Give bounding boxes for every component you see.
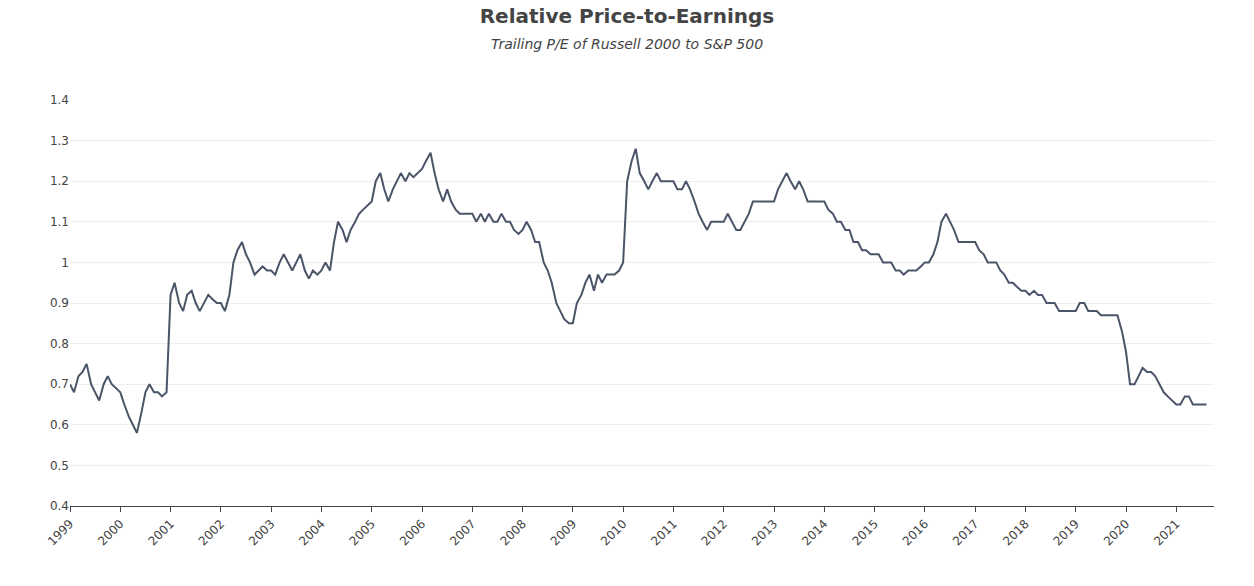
svg-text:2003: 2003 <box>246 517 277 548</box>
svg-text:2000: 2000 <box>95 517 126 548</box>
svg-text:1.2: 1.2 <box>50 174 69 188</box>
svg-text:2010: 2010 <box>598 517 629 548</box>
svg-text:1.3: 1.3 <box>50 134 69 148</box>
svg-text:2013: 2013 <box>749 517 780 548</box>
svg-text:1.4: 1.4 <box>50 93 69 107</box>
svg-text:0.7: 0.7 <box>50 377 69 391</box>
svg-text:2016: 2016 <box>900 517 931 548</box>
svg-text:2019: 2019 <box>1051 517 1082 548</box>
svg-text:2018: 2018 <box>1000 517 1031 548</box>
svg-text:2012: 2012 <box>699 517 730 548</box>
svg-text:2009: 2009 <box>548 517 579 548</box>
svg-text:Relative Price-to-EarningsTrai: Relative Price-to-EarningsTrailing P/E o… <box>480 4 775 52</box>
svg-text:2001: 2001 <box>145 517 176 548</box>
svg-text:0.4: 0.4 <box>50 499 69 513</box>
svg-text:0.9: 0.9 <box>50 296 69 310</box>
svg-text:2021: 2021 <box>1151 517 1182 548</box>
svg-text:2004: 2004 <box>296 517 327 548</box>
svg-text:2007: 2007 <box>447 517 478 548</box>
svg-text:2011: 2011 <box>648 517 679 548</box>
svg-text:2017: 2017 <box>950 517 981 548</box>
svg-text:2002: 2002 <box>196 517 227 548</box>
svg-text:2020: 2020 <box>1101 517 1132 548</box>
svg-text:1: 1 <box>61 256 69 270</box>
svg-text:1999: 1999 <box>45 517 76 548</box>
svg-text:2005: 2005 <box>347 517 378 548</box>
svg-text:2014: 2014 <box>799 517 830 548</box>
svg-text:2008: 2008 <box>497 517 528 548</box>
svg-text:0.8: 0.8 <box>50 337 69 351</box>
svg-text:2015: 2015 <box>849 517 880 548</box>
svg-text:0.5: 0.5 <box>50 459 69 473</box>
svg-text:1.1: 1.1 <box>50 215 69 229</box>
svg-text:0.6: 0.6 <box>50 418 69 432</box>
svg-text:2006: 2006 <box>397 517 428 548</box>
